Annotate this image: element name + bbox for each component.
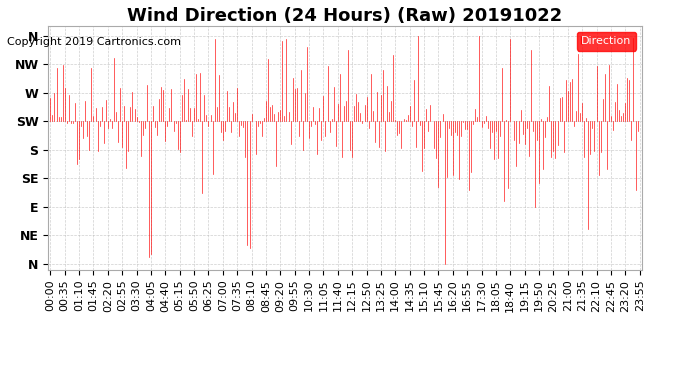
Title: Wind Direction (24 Hours) (Raw) 20191022: Wind Direction (24 Hours) (Raw) 20191022 — [128, 7, 562, 25]
Legend: Direction: Direction — [577, 32, 636, 51]
Text: Copyright 2019 Cartronics.com: Copyright 2019 Cartronics.com — [7, 37, 181, 47]
